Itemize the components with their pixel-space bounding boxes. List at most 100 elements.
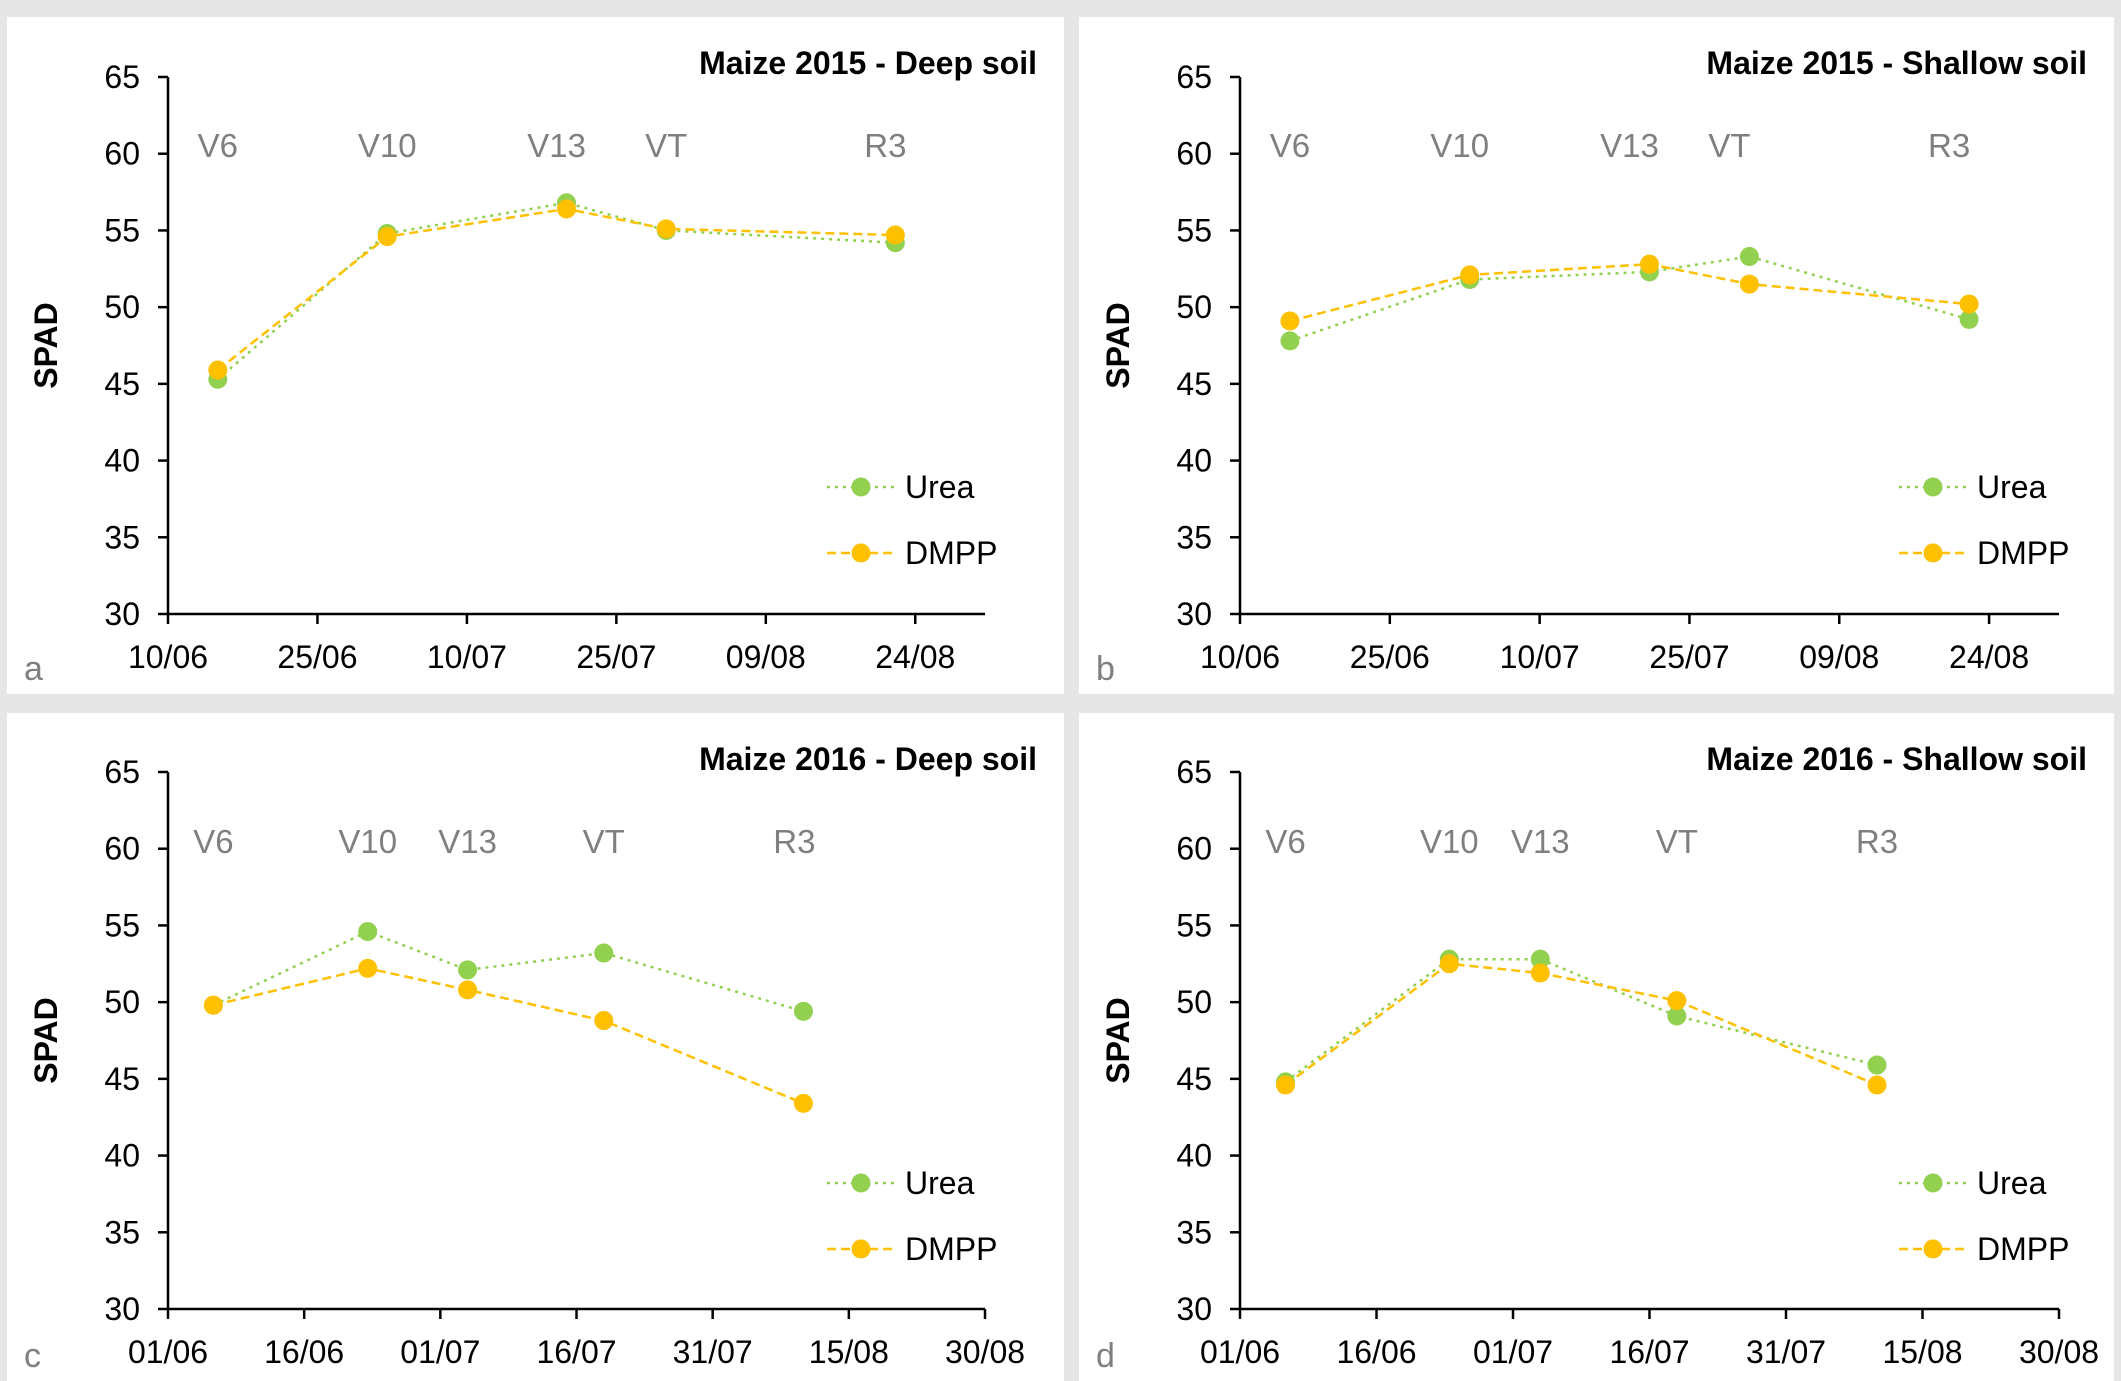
stage-label-r3: R3 (1856, 823, 1898, 860)
data-point-dmpp (1867, 1075, 1887, 1095)
data-point-urea (793, 1001, 813, 1021)
y-tick-label: 65 (104, 754, 140, 790)
chart-title: Maize 2016 - Shallow soil (1706, 741, 2087, 777)
legend-marker-dmpp (1923, 1239, 1943, 1259)
x-tick-label: 25/06 (1350, 639, 1430, 675)
y-tick-label: 30 (104, 1291, 140, 1327)
x-tick-label: 25/07 (576, 639, 656, 675)
y-tick-label: 50 (1176, 984, 1212, 1020)
chart-panel-a: 30 35 40 45 50 55 60 65 10/06 25/06 10/07 25/07 09/0… (7, 17, 1064, 694)
x-tick-label: 10/07 (427, 639, 507, 675)
chart-title: Maize 2015 - Shallow soil (1706, 45, 2087, 81)
legend-marker-urea (1923, 1173, 1943, 1193)
stage-label-v6: V6 (198, 127, 238, 164)
x-tick-label: 16/06 (264, 1334, 344, 1370)
legend-marker-dmpp (851, 1239, 871, 1259)
panel-letter: b (1096, 650, 1115, 688)
x-tick-label: 16/07 (536, 1334, 616, 1370)
data-point-dmpp (358, 958, 378, 978)
x-tick-label: 30/08 (945, 1334, 1025, 1370)
data-point-urea (1739, 247, 1759, 267)
legend-label-urea: Urea (905, 469, 975, 505)
data-point-dmpp (458, 980, 478, 1000)
legend-label-urea: Urea (1977, 1165, 2047, 1201)
data-point-urea (1667, 1006, 1687, 1026)
data-point-dmpp (203, 995, 223, 1015)
chart-panel-b: 30 35 40 45 50 55 60 65 10/06 25/06 10/07 25/07 09/0… (1079, 17, 2114, 694)
y-tick-label: 35 (104, 1214, 140, 1250)
data-point-dmpp (885, 225, 905, 245)
y-tick-label: 50 (104, 289, 140, 325)
y-tick-label: 45 (104, 1061, 140, 1097)
panel-background (7, 17, 1064, 694)
stage-label-r3: R3 (773, 823, 815, 860)
x-tick-label: 24/08 (1949, 639, 2029, 675)
legend-label-urea: Urea (905, 1165, 975, 1201)
data-point-dmpp (1959, 294, 1979, 314)
stage-label-v13: V13 (438, 823, 497, 860)
y-tick-label: 30 (104, 596, 140, 632)
y-tick-label: 45 (1176, 366, 1212, 402)
stage-label-v10: V10 (1420, 823, 1479, 860)
y-tick-label: 30 (1176, 1291, 1212, 1327)
series-line-urea (212, 930, 804, 1013)
legend-label-dmpp: DMPP (905, 1231, 997, 1267)
x-tick-label: 09/08 (726, 639, 806, 675)
legend-label-urea: Urea (1977, 469, 2047, 505)
x-tick-label: 01/06 (128, 1334, 208, 1370)
y-tick-label: 45 (104, 366, 140, 402)
data-point-urea (1280, 331, 1300, 351)
stage-label-v6: V6 (1270, 127, 1310, 164)
data-point-dmpp (377, 227, 397, 247)
stage-label-vt: VT (1656, 823, 1698, 860)
y-axis-label: SPAD (28, 997, 64, 1084)
x-tick-label: 10/06 (1200, 639, 1280, 675)
x-tick-label: 09/08 (1799, 639, 1879, 675)
data-point-urea (1530, 949, 1550, 969)
y-tick-label: 40 (1176, 443, 1212, 479)
x-tick-label: 10/06 (128, 639, 208, 675)
data-point-urea (358, 922, 378, 942)
data-point-dmpp (1530, 963, 1550, 983)
legend: Urea DMPP (827, 469, 997, 571)
data-point-dmpp (208, 360, 228, 380)
data-point-dmpp (594, 1011, 614, 1031)
x-tick-label: 15/08 (1882, 1334, 1962, 1370)
y-axis-label: SPAD (1100, 302, 1136, 389)
x-tick-label: 01/07 (1473, 1334, 1553, 1370)
stage-label-vt: VT (1708, 127, 1750, 164)
x-tick-label: 16/06 (1336, 1334, 1416, 1370)
legend: Urea DMPP (1899, 469, 2069, 571)
y-tick-label: 35 (104, 519, 140, 555)
y-tick-label: 65 (104, 59, 140, 95)
x-tick-label: 16/07 (1609, 1334, 1689, 1370)
legend: Urea DMPP (827, 1165, 997, 1267)
chart-panel-d: 30 35 40 45 50 55 60 65 01/06 16/06 01/07 16/07 31/0… (1079, 713, 2114, 1381)
y-tick-label: 50 (104, 984, 140, 1020)
y-axis-label: SPAD (28, 302, 64, 389)
x-tick-label: 10/07 (1500, 639, 1580, 675)
data-point-urea (1959, 309, 1979, 329)
legend-marker-dmpp (851, 543, 871, 563)
stage-label-vt: VT (645, 127, 687, 164)
y-tick-label: 60 (1176, 136, 1212, 172)
y-tick-label: 40 (1176, 1138, 1212, 1174)
y-tick-label: 60 (1176, 831, 1212, 867)
y-tick-label: 35 (1176, 1214, 1212, 1250)
y-tick-label: 45 (1176, 1061, 1212, 1097)
stage-label-v13: V13 (1600, 127, 1659, 164)
x-tick-label: 15/08 (809, 1334, 889, 1370)
data-point-dmpp (1280, 311, 1300, 331)
panel-background (1079, 17, 2114, 694)
y-tick-label: 65 (1176, 754, 1212, 790)
legend-marker-urea (851, 1173, 871, 1193)
panel-background (1079, 713, 2114, 1381)
x-tick-label: 01/06 (1200, 1334, 1280, 1370)
data-point-urea (594, 943, 614, 963)
y-tick-label: 60 (104, 136, 140, 172)
stage-label-v10: V10 (338, 823, 397, 860)
y-tick-label: 55 (104, 907, 140, 943)
series-line-urea (1284, 957, 1878, 1083)
data-point-dmpp (1439, 954, 1459, 974)
data-point-dmpp (793, 1093, 813, 1113)
